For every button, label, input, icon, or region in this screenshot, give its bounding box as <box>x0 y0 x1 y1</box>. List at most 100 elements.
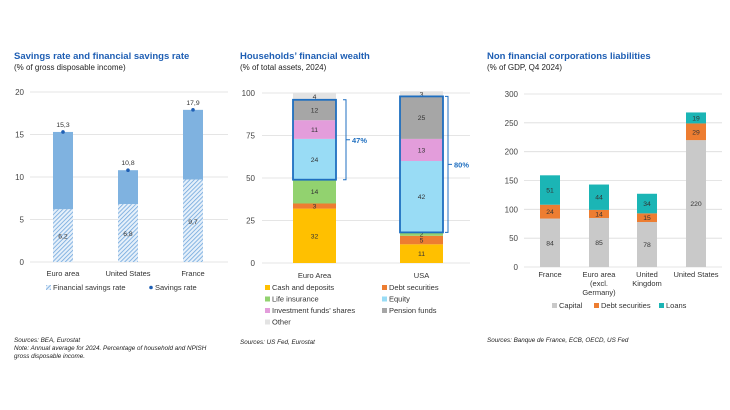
financial-savings-label: 6,8 <box>123 231 133 238</box>
legend-label: Equity <box>389 295 410 304</box>
category-label: United <box>636 270 658 279</box>
segment-label: 51 <box>546 188 554 195</box>
legend-swatch <box>382 285 387 290</box>
stack-segment <box>589 217 609 267</box>
stack-segment <box>540 218 560 267</box>
financial-savings-label: 9,7 <box>188 219 198 226</box>
chart-nfc-liabilities: Non financial corporations liabilities (… <box>487 51 722 344</box>
y-tick-label: 5 <box>20 216 25 225</box>
financial-savings-bar <box>53 209 73 262</box>
sources: Sources: BEA, Eurostat <box>14 337 80 344</box>
segment-label: 14 <box>595 211 603 218</box>
legend-label: Other <box>272 318 291 327</box>
segment-label: 11 <box>418 251 425 258</box>
plot-area: 0 25 50 75 100 32 3 14 24 11 12 4 Euro Area 11 52 42 13 2… <box>242 89 470 327</box>
legend-swatch-financial-savings <box>46 285 51 290</box>
y-tick-label: 0 <box>20 258 25 267</box>
y-tick-label: 100 <box>505 205 519 214</box>
stack-segment <box>637 222 657 267</box>
stack-segment <box>637 193 657 214</box>
category-label: Kingdom <box>632 279 662 288</box>
chart-subtitle: (% of gross disposable income) <box>14 63 126 72</box>
y-tick-label: 15 <box>15 131 24 140</box>
sources: Sources: Banque de France, ECB, OECD, US… <box>487 337 629 344</box>
savings-rate-label: 17,9 <box>186 100 199 107</box>
segment-label: 19 <box>692 115 700 122</box>
segment-label: 32 <box>311 233 319 240</box>
y-tick-label: 300 <box>505 90 519 99</box>
legend-label: Capital <box>559 301 583 310</box>
y-tick-label: 50 <box>246 174 255 183</box>
stack-segment <box>293 99 336 121</box>
y-tick-label: 250 <box>505 119 519 128</box>
legend-swatch <box>265 285 270 290</box>
legend-swatch <box>382 296 387 302</box>
category-label: Euro Area <box>298 271 332 280</box>
savings-rate-point <box>191 108 195 112</box>
financial-savings-label: 6,2 <box>58 234 68 241</box>
segment-label: 34 <box>643 201 651 208</box>
savings-rate-point <box>126 168 130 172</box>
category-label: USA <box>414 271 429 280</box>
category-label: Euro area <box>583 270 617 279</box>
bracket-label: 80% <box>454 160 469 169</box>
chart-title: Savings rate and financial savings rate <box>14 51 189 62</box>
y-tick-label: 0 <box>251 259 256 268</box>
legend-label: Investment funds’ shares <box>272 306 355 315</box>
stack-segment <box>293 203 336 209</box>
legend-swatch <box>552 303 557 308</box>
chart-title: Households’ financial wealth <box>240 51 370 62</box>
segment-label: 78 <box>643 242 651 249</box>
segment-label: 5 <box>420 238 424 245</box>
highlight-box <box>292 98 337 181</box>
stack-segment <box>293 138 336 180</box>
segment-label: 24 <box>546 209 554 216</box>
chart-households-wealth: Households’ financial wealth (% of total… <box>240 51 470 346</box>
segment-label: 29 <box>692 129 700 136</box>
financial-savings-bar <box>183 179 203 262</box>
legend-swatch <box>659 303 664 308</box>
stack-segment <box>293 208 336 263</box>
legend-label: Life insurance <box>272 295 319 304</box>
segment-label: 42 <box>418 194 426 201</box>
y-tick-label: 25 <box>246 217 255 226</box>
legend-swatch <box>265 319 270 325</box>
segment-label: 44 <box>595 195 603 202</box>
legend-swatch-savings-rate <box>149 285 153 290</box>
note: Note: Annual average for 2024. Percentag… <box>14 345 207 352</box>
legend-swatch <box>265 296 270 302</box>
stack-segment <box>686 123 706 141</box>
legend-label: Cash and deposits <box>272 283 334 292</box>
legend-label: Loans <box>666 301 687 310</box>
stack-segment <box>686 112 706 124</box>
chart-title: Non financial corporations liabilities <box>487 51 651 62</box>
stack-segment <box>589 209 609 218</box>
savings-rate-bar <box>183 109 203 180</box>
chart-savings-rate: Savings rate and financial savings rate … <box>14 51 228 360</box>
legend-label: Debt securities <box>601 301 651 310</box>
segment-label: 15 <box>643 215 651 222</box>
segment-label: 3 <box>420 91 424 98</box>
stack-segment <box>400 96 443 139</box>
stack-segment <box>400 232 443 236</box>
legend-swatch <box>265 308 270 313</box>
highlight-box <box>399 95 444 234</box>
segment-label: 4 <box>313 94 317 101</box>
category-label: France <box>538 270 561 279</box>
legend-label: Savings rate <box>155 283 197 292</box>
savings-rate-bar <box>53 131 73 210</box>
chart-subtitle: (% of GDP, Q4 2024) <box>487 63 562 72</box>
stack-segment <box>589 184 609 210</box>
y-tick-label: 100 <box>242 89 256 98</box>
legend-label: Financial savings rate <box>53 283 126 292</box>
plot-area: 0 5 10 15 20 6,2 15,3 Euro area 6,8 10,8 United St… <box>15 88 228 292</box>
stack-segment <box>400 138 443 161</box>
stack-segment <box>540 204 560 219</box>
y-tick-label: 0 <box>514 263 519 272</box>
legend-label: Pension funds <box>389 306 437 315</box>
segment-label: 11 <box>311 127 318 134</box>
savings-rate-label: 15,3 <box>56 122 69 129</box>
stack-segment <box>400 161 443 233</box>
segment-label: 85 <box>595 240 603 247</box>
